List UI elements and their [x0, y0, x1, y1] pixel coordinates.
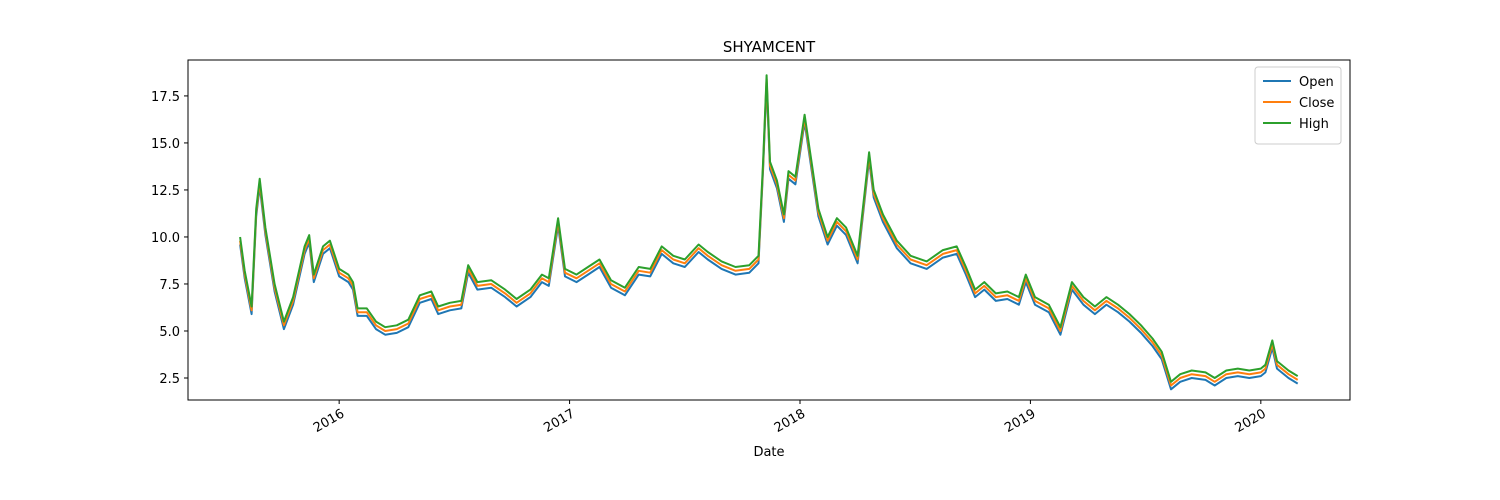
y-tick-label: 17.5 [151, 90, 180, 105]
x-tick-label: 2018 [772, 406, 808, 436]
y-tick-label: 5.0 [159, 325, 180, 340]
legend-box [1254, 66, 1342, 145]
legend-label: Close [1299, 96, 1334, 111]
y-tick-label: 2.5 [159, 372, 180, 387]
plot-frame [187, 59, 1351, 401]
y-tick-label: 10.0 [151, 231, 180, 246]
legend-label: High [1299, 117, 1329, 132]
x-axis-label: Date [753, 445, 784, 460]
line-series [239, 74, 1299, 383]
chart-title: SHYAMCENT [723, 38, 816, 56]
x-tick-label: 2017 [541, 406, 577, 436]
legend-label: Open [1299, 75, 1334, 90]
x-tick-label: 2016 [311, 406, 347, 436]
x-tick-label: 2019 [1002, 406, 1038, 436]
y-tick-label: 7.5 [159, 278, 180, 293]
x-tick-label: 2020 [1233, 406, 1269, 436]
y-tick-label: 15.0 [151, 137, 180, 152]
y-tick-label: 12.5 [151, 184, 180, 199]
